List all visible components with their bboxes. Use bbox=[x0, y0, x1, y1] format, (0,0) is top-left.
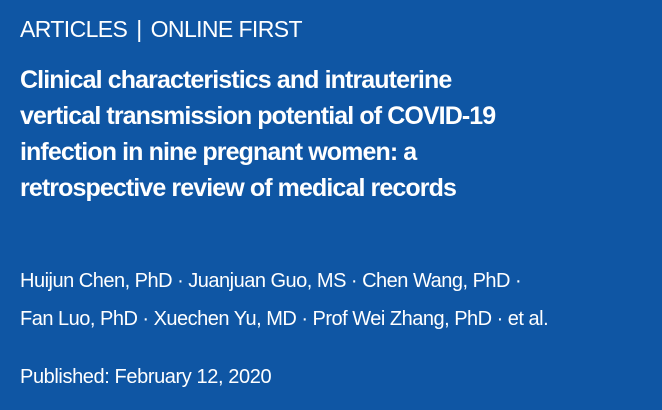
title-line: infection in nine pregnant women: a bbox=[20, 138, 417, 166]
author-separator: · bbox=[350, 270, 358, 292]
article-title: Clinical characteristics and intrauterin… bbox=[20, 62, 496, 206]
title-line: vertical transmission potential of COVID… bbox=[20, 102, 496, 130]
title-line: retrospective review of medical records bbox=[20, 174, 457, 202]
author-separator: · bbox=[515, 270, 522, 292]
section-label[interactable]: ARTICLES bbox=[20, 16, 128, 42]
author[interactable]: Huijun Chen, PhD bbox=[20, 270, 173, 292]
author[interactable]: Chen Wang, PhD bbox=[362, 270, 510, 292]
author-separator: · bbox=[177, 270, 184, 292]
published-date: Published: February 12, 2020 bbox=[20, 366, 272, 388]
author-separator: · bbox=[301, 308, 308, 330]
author-separator: · bbox=[142, 308, 149, 330]
author[interactable]: Xuechen Yu, MD bbox=[153, 308, 297, 330]
author[interactable]: Prof Wei Zhang, PhD bbox=[312, 308, 493, 330]
author-list: Huijun Chen, PhD · Juanjuan Guo, MS · Chen W… bbox=[20, 262, 660, 338]
section-header: ARTICLES | ONLINE FIRST bbox=[20, 16, 303, 43]
author[interactable]: Juanjuan Guo, MS bbox=[188, 270, 346, 292]
author-separator: · bbox=[496, 308, 504, 330]
title-line: Clinical characteristics and intrauterin… bbox=[20, 66, 452, 94]
more-authors-link[interactable]: et al. bbox=[507, 308, 549, 330]
header-separator: | bbox=[136, 16, 142, 42]
author[interactable]: Fan Luo, PhD bbox=[20, 308, 138, 330]
status-label: ONLINE FIRST bbox=[150, 16, 303, 42]
